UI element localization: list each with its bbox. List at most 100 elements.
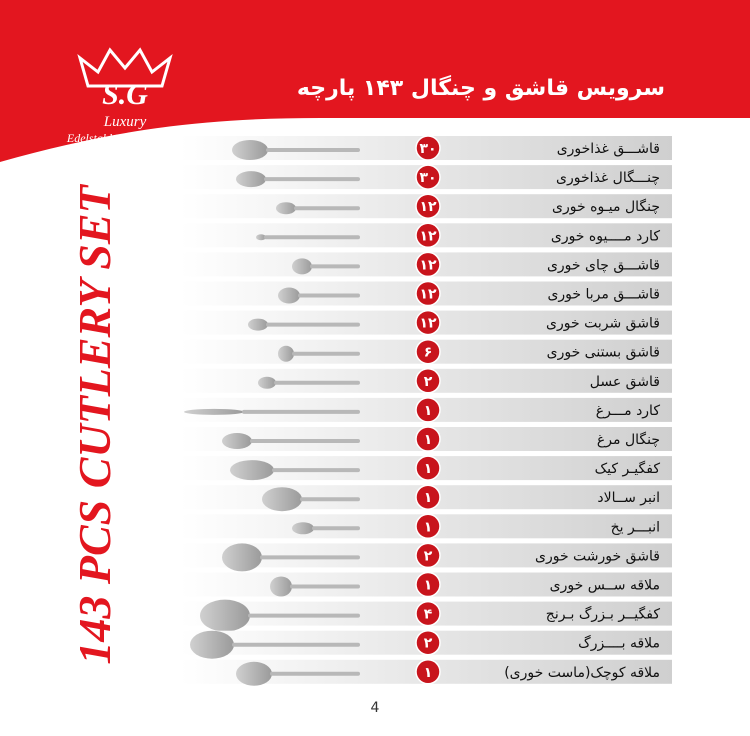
material: Edelstahl Rostfrei 18/10 (66, 131, 183, 145)
utensil-head (232, 140, 268, 160)
utensil-handle (310, 264, 360, 269)
count-badge (415, 309, 441, 336)
count: ۱۲ (419, 257, 437, 273)
count-badge (415, 455, 441, 481)
utensil-handle (312, 526, 360, 531)
count: ۱ (424, 665, 433, 681)
count-badge (415, 571, 441, 598)
count-badge (415, 280, 441, 307)
utensil-head (236, 661, 272, 686)
count: ۱ (424, 490, 433, 506)
utensil-head (184, 408, 244, 415)
item-name: ملاقه کوچک(ماست خوری) (504, 665, 660, 681)
count-badge (415, 426, 441, 452)
utensil-head (278, 287, 300, 304)
count: ۱ (424, 519, 433, 535)
item-name: کفگیــر بـزرگ بـرنج (546, 605, 661, 623)
item-name: قاشق عسل (590, 374, 660, 390)
utensil-head (292, 258, 312, 275)
item-name: انبر ســالاد (597, 490, 660, 506)
utensil-handle (266, 148, 360, 152)
utensil-handle (294, 206, 360, 211)
item-name: قاشق شربت خوری (546, 316, 660, 332)
count: ۲ (424, 548, 433, 564)
count: ۱ (424, 578, 433, 594)
item-name: کارد مــــیوه خوری (551, 228, 660, 244)
count-badge (415, 542, 441, 569)
count: ۲ (424, 636, 433, 652)
title: سرویس قاشق و چنگال ۱۴۳ پارچه (297, 74, 665, 101)
utensil-handle (242, 409, 360, 414)
item-name: قاشـــق مربا خوری (547, 287, 660, 303)
count-badge (415, 251, 441, 278)
utensil-head (222, 543, 262, 572)
count: ۶ (424, 345, 433, 361)
item-name: چنگال میـوه خوری (552, 198, 660, 215)
utensil-handle (260, 555, 360, 560)
utensil-handle (266, 322, 360, 327)
utensil-head (292, 522, 314, 535)
count-badge (415, 397, 441, 423)
crown (77, 47, 173, 88)
utensil-handle (270, 671, 360, 676)
count: ۱۲ (419, 316, 437, 332)
utensil-head (258, 376, 276, 389)
utensil-head (278, 345, 294, 362)
count-badge (415, 164, 441, 190)
utensil-head (190, 630, 234, 659)
utensil-handle (274, 380, 360, 385)
item-name: قاشـــق غذاخوری (557, 141, 660, 157)
count: ۱۲ (419, 287, 437, 303)
page-number: 4 (371, 700, 380, 716)
count-badge (415, 193, 441, 219)
count: ۱۲ (419, 228, 437, 244)
item-name: کارد مـــرغ (596, 403, 661, 419)
count: ۱ (424, 461, 433, 477)
count-badge (415, 338, 441, 365)
count-badge (415, 368, 441, 394)
item-name: چنگال مرغ (597, 431, 660, 448)
utensil-head (256, 234, 266, 241)
utensil-handle (264, 177, 360, 182)
count: ۳۰ (419, 170, 436, 186)
item-name: کفگیـر کیک (595, 460, 661, 477)
item-name: قاشـــق چای خوری (547, 257, 660, 273)
logo: S.G (102, 78, 148, 111)
utensil-handle (248, 613, 360, 618)
count-badge (415, 222, 441, 249)
item-name: ملاقه بــــزرگ (578, 634, 660, 652)
count: ۱۲ (419, 199, 437, 215)
header-band (0, 0, 750, 162)
count-badge (415, 513, 441, 540)
item-name: چنـــگال غذاخوری (556, 169, 660, 186)
utensil-head (200, 599, 250, 632)
utensil-handle (298, 293, 360, 298)
brand: Luxury (103, 114, 147, 130)
utensil-handle (250, 439, 360, 443)
utensil-handle (232, 642, 360, 647)
count-badge (415, 659, 441, 685)
count-badge (415, 600, 441, 627)
item-name: ملاقه ســس خوری (550, 578, 660, 594)
item-name: قاشق خورشت خوری (535, 548, 660, 564)
utensil-handle (272, 468, 360, 473)
utensil-head (236, 171, 266, 188)
utensil-head (276, 202, 296, 215)
utensil-handle (292, 351, 360, 356)
count-badge (415, 484, 441, 510)
utensil-head (262, 487, 302, 512)
utensil-handle (290, 584, 360, 589)
utensil-head (270, 576, 292, 597)
count: ۴ (424, 607, 433, 623)
count: ۱ (424, 432, 433, 448)
utensil-head (230, 460, 274, 481)
count: ۱ (424, 403, 433, 419)
utensil-head (222, 433, 252, 449)
utensil-handle (264, 235, 360, 240)
item-name: انبـــر یخ (611, 519, 660, 535)
utensil-handle (300, 497, 360, 502)
count-badge (415, 135, 441, 161)
count-badge (415, 629, 441, 656)
count: ۲ (424, 374, 433, 390)
